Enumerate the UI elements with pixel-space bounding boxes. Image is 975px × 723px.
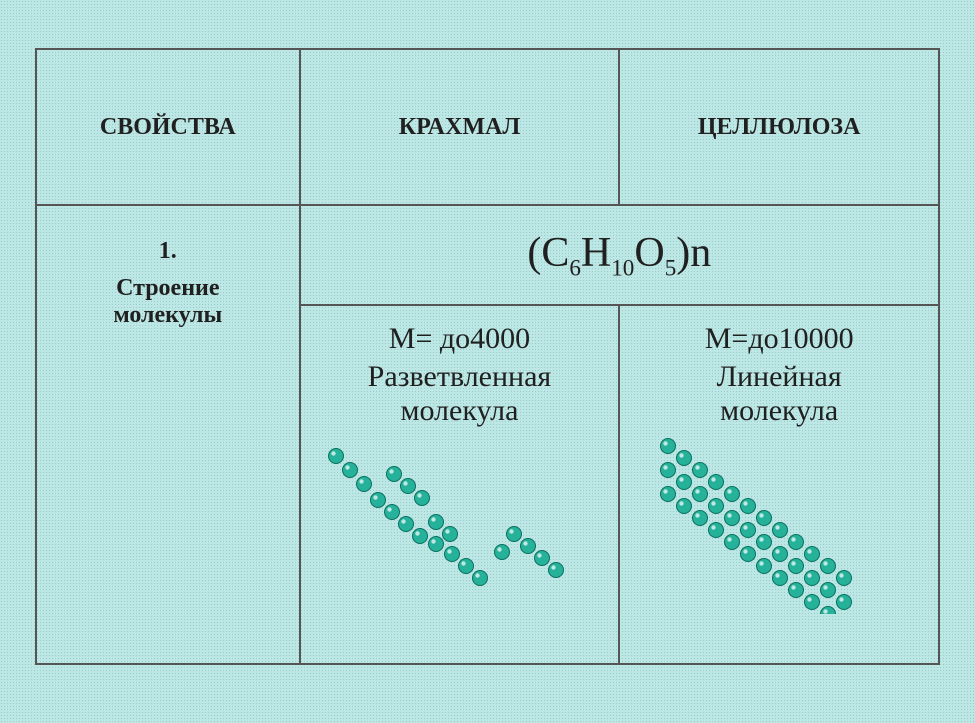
linear-molecule-icon [634, 434, 924, 614]
cellulose-desc-line1: Линейная [620, 360, 938, 394]
cellulose-desc-line2: молекула [620, 394, 938, 428]
structure-row-top: 1. Строение молекулы (C6H10O5)n [36, 205, 939, 305]
row-number: 1. [37, 238, 299, 265]
starch-desc-line2: молекула [301, 394, 619, 428]
branched-molecule-icon [314, 434, 604, 614]
cellulose-mass: M=до10000 [620, 322, 938, 356]
starch-mass: M= до4000 [301, 322, 619, 356]
starch-desc-line1: Разветвленная [301, 360, 619, 394]
row-label-line1: Строение [37, 275, 299, 302]
header-starch: КРАХМАЛ [301, 114, 619, 141]
header-row: СВОЙСТВА КРАХМАЛ ЦЕЛЛЮЛОЗА [36, 49, 939, 205]
row-label-line2: молекулы [37, 302, 299, 329]
comparison-table: СВОЙСТВА КРАХМАЛ ЦЕЛЛЮЛОЗА 1. Строение м… [35, 48, 940, 665]
chemical-formula: (C6H10O5)n [527, 230, 711, 276]
header-cellulose: ЦЕЛЛЮЛОЗА [620, 114, 938, 141]
header-properties: СВОЙСТВА [37, 114, 299, 141]
